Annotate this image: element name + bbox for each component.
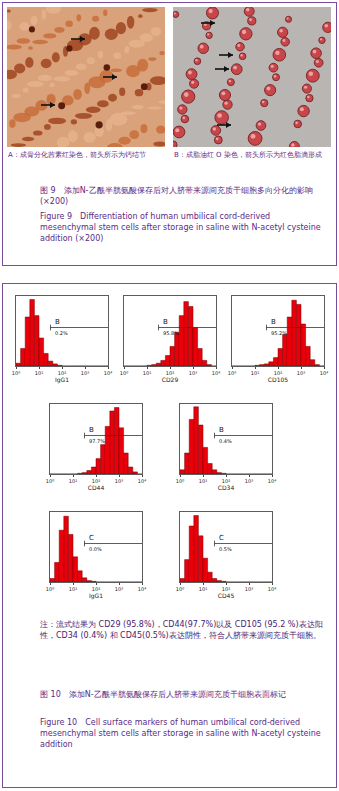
svg-text:10¹: 10¹ bbox=[199, 586, 207, 592]
svg-text:95.8%: 95.8% bbox=[163, 330, 179, 336]
svg-text:10¹: 10¹ bbox=[69, 586, 77, 592]
svg-text:10¹: 10¹ bbox=[199, 478, 207, 484]
html-text:B：成脂油红 O 染色，箭头所示为红色脂滴形成: B：成脂油红 O 染色，箭头所示为红色脂滴形成 bbox=[174, 151, 322, 159]
svg-text:10¹: 10¹ bbox=[251, 370, 259, 376]
svg-text:CD45: CD45 bbox=[218, 592, 235, 599]
svg-text:10²: 10² bbox=[92, 586, 100, 592]
svg-text:10¹: 10¹ bbox=[143, 370, 151, 376]
svg-text:C: C bbox=[219, 534, 224, 542]
svg-text:10³: 10³ bbox=[115, 478, 123, 484]
svg-text:10³: 10³ bbox=[81, 370, 89, 376]
svg-text:10²: 10² bbox=[222, 478, 230, 484]
svg-text:10⁰: 10⁰ bbox=[12, 370, 20, 376]
svg-text:10⁴: 10⁴ bbox=[268, 586, 276, 592]
svg-text:97.7%: 97.7% bbox=[89, 438, 105, 444]
svg-text:10²: 10² bbox=[58, 370, 66, 376]
svg-text:B: B bbox=[163, 318, 168, 326]
svg-text:10⁰: 10⁰ bbox=[176, 478, 184, 484]
svg-text:10⁴: 10⁴ bbox=[320, 370, 328, 376]
svg-text:10¹: 10¹ bbox=[69, 478, 77, 484]
svg-text:10³: 10³ bbox=[115, 586, 123, 592]
svg-text:10⁰: 10⁰ bbox=[120, 370, 128, 376]
html-text:A：成骨分化茜素红染色，箭头所示为钙结节: A：成骨分化茜素红染色，箭头所示为钙结节 bbox=[8, 151, 146, 159]
svg-text:10³: 10³ bbox=[245, 586, 253, 592]
svg-text:10³: 10³ bbox=[189, 370, 197, 376]
svg-text:10⁴: 10⁴ bbox=[138, 586, 146, 592]
svg-text:CD44: CD44 bbox=[88, 484, 105, 491]
svg-text:10³: 10³ bbox=[297, 370, 305, 376]
html-text:注：流式结果为 CD29 (95.8%)，CD44(97.7: 注：流式结果为 CD29 (95.8%)，CD44(97.7%)以及 CD105… bbox=[40, 620, 323, 640]
svg-text:0.5%: 0.5% bbox=[219, 546, 232, 552]
svg-text:C: C bbox=[89, 534, 94, 542]
html-text:图 10 添加N-乙酰半胱氨酸保存后人脐带来源间充质干细胞表: 图 10 添加N-乙酰半胱氨酸保存后人脐带来源间充质干细胞表面标记 bbox=[40, 690, 286, 699]
html-text:图 9 添加N-乙酰半胱氨酸保存后对人脐带来源间充质干细胞多: 图 9 添加N-乙酰半胱氨酸保存后对人脐带来源间充质干细胞多向分化的影响(×20… bbox=[40, 186, 313, 206]
svg-text:10⁴: 10⁴ bbox=[268, 478, 276, 484]
svg-text:0.2%: 0.2% bbox=[55, 330, 68, 336]
svg-text:B: B bbox=[55, 318, 60, 326]
svg-text:10¹: 10¹ bbox=[35, 370, 43, 376]
svg-text:10⁴: 10⁴ bbox=[138, 478, 146, 484]
html-text:Figure 9 Differentiation of hu: Figure 9 Differentiation of human umbili… bbox=[40, 212, 321, 243]
svg-text:CD34: CD34 bbox=[218, 484, 235, 491]
html-text:Figure 10 Cell surface markers: Figure 10 Cell surface markers of human … bbox=[40, 718, 321, 749]
svg-text:10⁰: 10⁰ bbox=[46, 478, 54, 484]
svg-text:IgG1: IgG1 bbox=[89, 592, 103, 600]
svg-text:10⁴: 10⁴ bbox=[104, 370, 112, 376]
svg-text:95.2%: 95.2% bbox=[271, 330, 287, 336]
svg-text:10²: 10² bbox=[222, 586, 230, 592]
svg-text:0.0%: 0.0% bbox=[89, 546, 102, 552]
svg-text:B: B bbox=[219, 426, 224, 434]
svg-text:10³: 10³ bbox=[245, 478, 253, 484]
svg-text:0.4%: 0.4% bbox=[219, 438, 232, 444]
svg-text:10⁴: 10⁴ bbox=[212, 370, 220, 376]
svg-text:CD105: CD105 bbox=[268, 376, 288, 383]
svg-text:10⁰: 10⁰ bbox=[228, 370, 236, 376]
svg-text:10²: 10² bbox=[274, 370, 282, 376]
svg-text:10²: 10² bbox=[92, 478, 100, 484]
svg-text:10⁰: 10⁰ bbox=[176, 586, 184, 592]
svg-text:CD29: CD29 bbox=[162, 376, 179, 383]
svg-text:10²: 10² bbox=[166, 370, 174, 376]
svg-text:B: B bbox=[271, 318, 276, 326]
svg-text:B: B bbox=[89, 426, 94, 434]
svg-text:IgG1: IgG1 bbox=[55, 376, 69, 384]
svg-text:10⁰: 10⁰ bbox=[46, 586, 54, 592]
